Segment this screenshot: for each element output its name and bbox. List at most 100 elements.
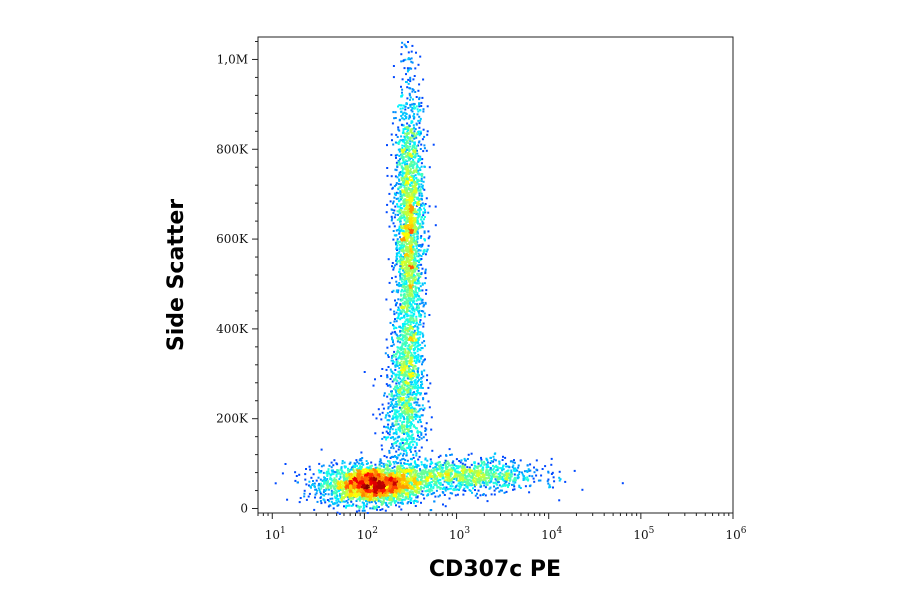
event-point [331,497,334,500]
event-point [355,510,358,513]
event-point [351,476,354,479]
event-point [415,500,418,502]
event-point [324,490,327,492]
event-point [329,497,332,500]
event-point [501,476,504,478]
event-point [446,462,449,465]
event-point [417,475,420,478]
event-point [417,278,420,281]
event-point [462,470,465,472]
event-point [334,489,337,492]
event-point [389,501,392,504]
event-point [416,172,419,175]
event-point [459,485,462,488]
event-point [406,97,409,100]
event-point [363,509,366,512]
event-point [435,483,438,485]
event-point [326,487,329,490]
event-point [496,486,499,489]
event-point [396,254,399,257]
event-point [334,471,337,474]
event-point [402,498,405,501]
event-point [395,243,397,246]
event-point [416,237,419,240]
event-point [341,484,344,487]
event-point [400,464,403,467]
event-point [339,494,341,497]
event-point [533,480,536,483]
event-point [341,472,343,475]
event-point [544,465,547,468]
event-point [401,148,404,151]
event-point [410,469,413,472]
event-point [414,225,417,228]
event-point [345,506,347,509]
event-point [426,482,429,485]
event-point [416,464,419,466]
event-point [485,468,488,471]
event-point [421,490,424,493]
event-point [390,469,393,472]
event-point [305,498,308,501]
event-point [432,475,435,478]
event-point [401,502,403,505]
event-point [453,463,456,466]
event-point [298,501,301,504]
event-point [365,463,368,465]
event-point [394,482,397,485]
event-point [418,261,420,264]
event-point [373,496,376,499]
event-point [398,255,401,258]
event-point [484,480,487,483]
event-point [483,460,485,463]
event-point [439,487,442,489]
event-point [558,499,561,502]
event-point [303,495,306,498]
event-point [487,471,489,474]
event-point [343,471,346,474]
event-point [417,323,420,326]
event-point [436,462,439,464]
event-point [413,310,416,313]
event-point [497,481,499,484]
event-point [333,495,336,498]
event-point [474,471,477,474]
event-point [407,257,409,260]
event-point [470,471,473,474]
event-point [529,463,532,466]
event-point [359,489,362,492]
event-point [407,324,410,326]
event-point [508,476,511,479]
event-point [413,482,416,485]
event-point [371,472,374,475]
event-point [373,491,376,494]
event-point [414,463,417,466]
event-point [319,496,322,499]
event-point [359,458,362,460]
event-point [411,206,414,209]
event-point [400,330,403,333]
event-point [319,478,322,481]
event-point [399,465,401,468]
event-point [319,471,322,474]
event-point [541,468,544,470]
event-point [425,477,428,480]
event-point [378,469,381,472]
event-point [424,458,427,461]
event-point [439,494,441,497]
event-point [386,492,389,495]
event-point [407,137,410,140]
event-point [443,462,446,464]
plot-frame [257,36,734,514]
event-point [320,482,323,485]
event-point [412,322,415,324]
event-point [444,488,447,490]
event-point [431,474,434,477]
event-point [401,165,404,168]
event-point [320,495,323,498]
event-point [303,492,306,495]
event-point [313,484,316,487]
event-point [435,484,438,487]
event-point [553,480,556,483]
event-point [396,153,399,156]
